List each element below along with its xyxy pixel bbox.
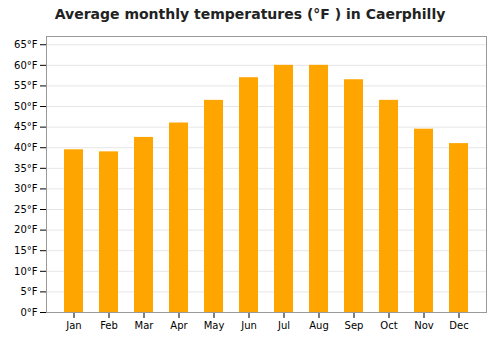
svg-text:Jun: Jun (240, 320, 257, 331)
svg-text:Apr: Apr (170, 320, 188, 331)
html-text:Average monthly temperatures (: Average monthly temperatures (°F ) in Ca… (54, 6, 446, 22)
svg-text:35°F: 35°F (14, 163, 38, 174)
svg-text:5°F: 5°F (20, 286, 37, 297)
svg-text:50°F: 50°F (14, 101, 38, 112)
svg-text:Oct: Oct (380, 320, 397, 331)
svg-text:30°F: 30°F (14, 183, 38, 194)
svg-text:55°F: 55°F (14, 80, 38, 91)
svg-text:Nov: Nov (414, 320, 434, 331)
svg-text:15°F: 15°F (14, 245, 38, 256)
svg-text:40°F: 40°F (14, 142, 38, 153)
svg-text:65°F: 65°F (14, 39, 38, 50)
svg-text:20°F: 20°F (14, 224, 38, 235)
svg-text:Jan: Jan (65, 320, 81, 331)
svg-text:Feb: Feb (100, 320, 118, 331)
svg-text:Dec: Dec (449, 320, 468, 331)
svg-text:Jul: Jul (277, 320, 290, 331)
svg-text:Aug: Aug (309, 320, 329, 331)
svg-text:0°F: 0°F (20, 307, 37, 318)
svg-text:25°F: 25°F (14, 204, 38, 215)
svg-text:45°F: 45°F (14, 121, 38, 132)
svg-text:10°F: 10°F (14, 266, 38, 277)
svg-text:May: May (204, 320, 225, 331)
svg-text:60°F: 60°F (14, 60, 38, 71)
svg-text:Sep: Sep (345, 320, 364, 331)
svg-text:Mar: Mar (135, 320, 155, 331)
